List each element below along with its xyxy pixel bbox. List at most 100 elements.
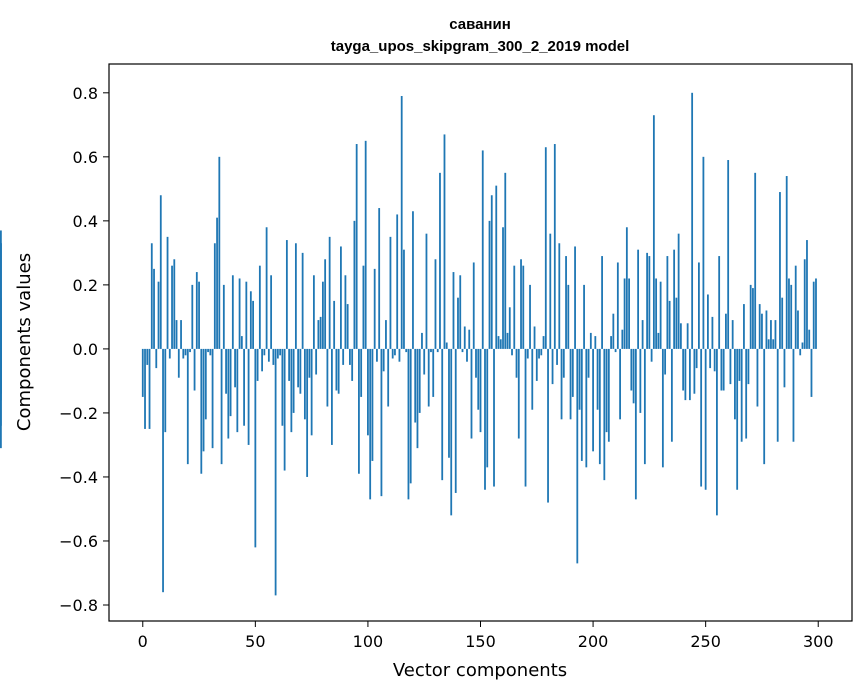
bar-128 — [430, 348, 432, 353]
bar-297 — [810, 348, 813, 397]
bar-214 — [623, 278, 626, 349]
bar-52 — [258, 265, 261, 349]
bar-84 — [331, 348, 333, 445]
bar-229 — [657, 332, 660, 349]
y-tick-label: 0.4 — [73, 212, 98, 231]
bar-140 — [457, 297, 459, 349]
bar-296 — [808, 329, 811, 349]
bar-256 — [718, 256, 721, 349]
bar-1 — [144, 348, 146, 429]
bar-263 — [734, 348, 736, 420]
bar-226 — [650, 348, 653, 362]
x-tick-label: 300 — [803, 632, 834, 651]
bar-28 — [204, 348, 207, 420]
bar-268 — [745, 348, 748, 439]
bar-132 — [439, 172, 441, 349]
bar-75 — [310, 348, 313, 436]
bar-179 — [544, 147, 547, 349]
bar-181 — [549, 233, 552, 349]
bar-196 — [583, 284, 585, 349]
bar-281 — [774, 320, 777, 349]
bar-68 — [294, 243, 297, 349]
bar-185 — [558, 243, 561, 349]
bar-93 — [351, 348, 354, 381]
bar-279 — [770, 320, 772, 349]
bar-267 — [743, 304, 745, 349]
bar-171 — [526, 348, 529, 359]
bar-81 — [324, 259, 327, 349]
bar-114 — [398, 348, 401, 362]
bar-85 — [333, 300, 336, 349]
x-tick-label: 100 — [353, 632, 384, 651]
bar-133 — [441, 348, 444, 481]
bar-67 — [292, 348, 295, 413]
y-tick-label: 0.8 — [73, 84, 98, 103]
bar-98 — [362, 265, 365, 349]
bar-29 — [207, 348, 209, 353]
bar-42 — [236, 348, 239, 433]
bar-239 — [679, 323, 682, 349]
bar-220 — [637, 249, 640, 349]
bar-212 — [619, 348, 621, 420]
bar-205 — [603, 348, 606, 481]
bar-285 — [783, 348, 786, 388]
bar-178 — [542, 336, 545, 349]
bar-258 — [722, 348, 725, 391]
bar-152 — [484, 348, 486, 490]
bar-250 — [704, 348, 707, 490]
bar-101 — [369, 348, 372, 500]
chart-title: саванин — [449, 16, 511, 33]
bar-147 — [472, 262, 475, 349]
bar-86 — [335, 348, 338, 391]
bar-55 — [265, 227, 268, 349]
bar-4 — [150, 243, 153, 349]
bar-109 — [387, 348, 390, 407]
bar-47 — [247, 348, 250, 445]
bar-8 — [159, 195, 162, 349]
x-tick-label: 0 — [138, 632, 148, 651]
bar-11 — [166, 236, 169, 349]
y-axis-ticks: −0.8 −0.6 −0.4 −0.2 0.0 0.2 0.4 0.6 0.8 — [59, 84, 109, 615]
bar-123 — [418, 348, 421, 413]
bar-288 — [790, 284, 793, 349]
bar-286 — [785, 176, 788, 349]
bar-184 — [556, 348, 558, 365]
bar-36 — [222, 284, 225, 349]
bar-244 — [691, 92, 694, 349]
bar-264 — [736, 348, 739, 490]
bar-44 — [240, 336, 243, 349]
bar-206 — [605, 348, 608, 433]
bar-154 — [488, 220, 491, 349]
bar-277 — [765, 310, 768, 349]
bar-287 — [788, 278, 790, 349]
bar-104 — [376, 348, 378, 362]
bar-103 — [373, 268, 376, 349]
bar-14 — [173, 259, 176, 349]
bar-189 — [567, 284, 570, 349]
bar-59 — [274, 348, 277, 596]
bar-66 — [290, 348, 293, 433]
bar-102 — [371, 348, 374, 461]
bar-90 — [344, 275, 347, 349]
bar-204 — [601, 256, 603, 349]
bar-272 — [754, 172, 757, 349]
bar-71 — [301, 252, 304, 349]
bar-129 — [432, 348, 435, 397]
bar-216 — [628, 278, 630, 349]
bar-188 — [565, 256, 567, 349]
bar-112 — [394, 348, 396, 356]
bar-61 — [279, 348, 282, 356]
bar-240 — [682, 348, 685, 391]
bar-37 — [225, 348, 227, 394]
bar-131 — [436, 348, 439, 353]
bar-18 — [182, 348, 185, 359]
bar-242 — [686, 323, 689, 349]
bar-96 — [358, 348, 360, 474]
bar-149 — [477, 348, 480, 410]
bar-228 — [655, 278, 658, 349]
bar-10 — [164, 348, 167, 433]
bar-80 — [321, 281, 324, 349]
bar-21 — [189, 348, 191, 353]
bar-19 — [184, 348, 187, 356]
bar-161 — [504, 172, 507, 349]
